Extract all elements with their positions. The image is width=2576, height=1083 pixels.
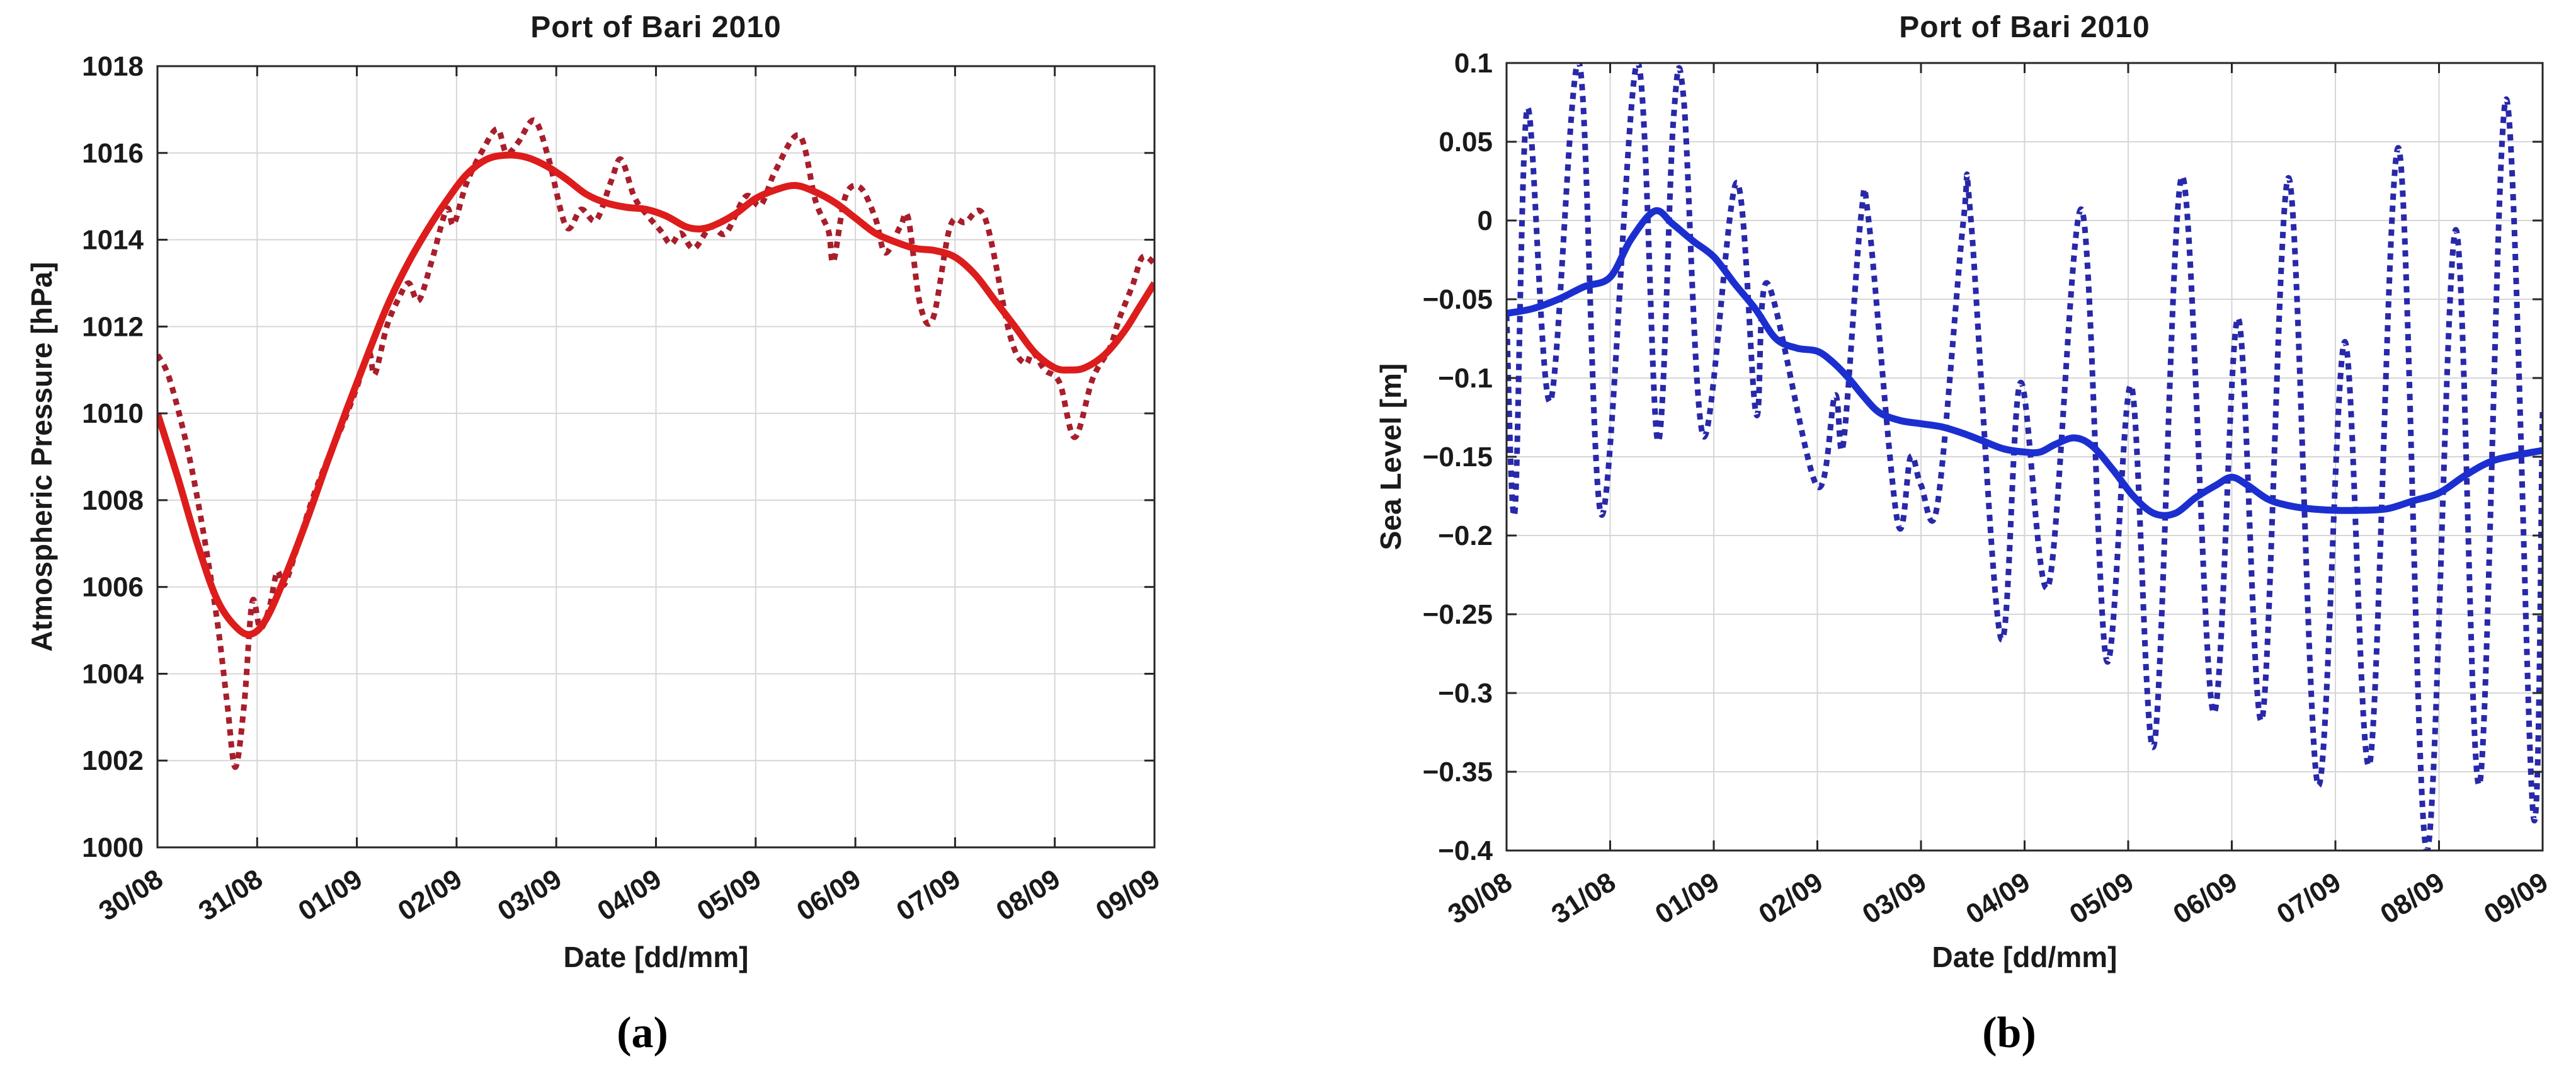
axis-frame bbox=[156, 65, 1156, 849]
series-group bbox=[1507, 63, 2543, 851]
y-tick-label: 1008 bbox=[82, 485, 144, 516]
y-tick-label: 0.05 bbox=[1439, 127, 1493, 158]
y-tick-label: −0.2 bbox=[1438, 520, 1493, 551]
x-tick-label: 31/08 bbox=[1546, 866, 1621, 930]
y-tick-label: −0.25 bbox=[1423, 599, 1493, 630]
sea-level-y-axis-label: Sea Level [m] bbox=[1374, 363, 1407, 551]
gridlines bbox=[1506, 62, 2543, 851]
y-tick-label: −0.4 bbox=[1438, 835, 1493, 866]
y-tick-label: −0.05 bbox=[1423, 284, 1493, 315]
y-tick-label: 1000 bbox=[82, 832, 144, 863]
tick-labels: 1000 1002 1004 1006 1008 1010 1012 1014 1016 1018… bbox=[82, 51, 1165, 927]
y-tick-label: 0 bbox=[1478, 205, 1493, 236]
solid-line-sea-level bbox=[1507, 207, 2543, 519]
x-tick-label: 02/09 bbox=[1753, 866, 1828, 930]
x-tick-label: 31/08 bbox=[193, 863, 268, 927]
x-tick-label: 08/09 bbox=[991, 863, 1066, 927]
series-group bbox=[157, 117, 1154, 771]
pressure-y-axis-label: Atmospheric Pressure [hPa] bbox=[25, 261, 58, 652]
x-tick-label: 03/09 bbox=[1857, 866, 1932, 930]
y-tick-label: 1010 bbox=[82, 398, 144, 429]
y-tick-label: −0.15 bbox=[1423, 442, 1493, 473]
y-tick-label: 1006 bbox=[82, 572, 144, 603]
y-tick-label: 1014 bbox=[82, 225, 144, 256]
solid-line-pressure bbox=[157, 151, 1154, 638]
sea-level-chart: −0.4 −0.35 −0.3 −0.25 −0.2 −0.15 −0.1 −0.05 0 0.0… bbox=[1423, 48, 2554, 930]
x-tick-label: 08/09 bbox=[2375, 866, 2450, 930]
x-tick-label: 09/09 bbox=[2478, 866, 2553, 930]
y-tick-label: 1004 bbox=[82, 658, 144, 689]
axis-frame bbox=[1505, 62, 2544, 852]
y-tick-label: −0.3 bbox=[1438, 678, 1493, 709]
x-tick-label: 03/09 bbox=[493, 863, 567, 927]
dotted-line-sea-level bbox=[1507, 63, 2543, 851]
x-tick-label: 30/08 bbox=[93, 863, 168, 927]
sea-level-x-axis-label: Date [dd/mm] bbox=[1932, 941, 2117, 973]
x-tick-label: 05/09 bbox=[2064, 866, 2139, 930]
pressure-x-axis-label: Date [dd/mm] bbox=[563, 941, 749, 973]
panel-a-caption: (a) bbox=[617, 1009, 668, 1057]
x-tick-label: 09/09 bbox=[1090, 863, 1165, 927]
x-tick-label: 06/09 bbox=[2168, 866, 2243, 930]
x-tick-label: 07/09 bbox=[2271, 866, 2346, 930]
gridlines bbox=[157, 66, 1155, 848]
panel-b-caption: (b) bbox=[1982, 1009, 2036, 1057]
x-tick-label: 07/09 bbox=[891, 863, 966, 927]
pressure-chart: 1000 1002 1004 1006 1008 1010 1012 1014 1016 1018… bbox=[82, 51, 1165, 927]
x-tick-label: 04/09 bbox=[1961, 866, 2036, 930]
y-tick-label: 0.1 bbox=[1454, 48, 1493, 79]
y-tick-label: 1018 bbox=[82, 51, 144, 82]
x-tick-label: 05/09 bbox=[692, 863, 767, 927]
y-tick-label: −0.1 bbox=[1438, 363, 1493, 394]
y-tick-label: 1012 bbox=[82, 311, 144, 342]
x-tick-label: 02/09 bbox=[392, 863, 467, 927]
x-tick-label: 01/09 bbox=[1650, 866, 1724, 930]
x-tick-label: 30/08 bbox=[1442, 866, 1517, 930]
sea-level-chart-title: Port of Bari 2010 bbox=[1899, 11, 2150, 44]
y-tick-label: 1016 bbox=[82, 138, 144, 169]
tick-labels: −0.4 −0.35 −0.3 −0.25 −0.2 −0.15 −0.1 −0.05 0 0.0… bbox=[1423, 48, 2554, 930]
y-tick-label: −0.35 bbox=[1423, 757, 1493, 788]
x-tick-label: 06/09 bbox=[792, 863, 867, 927]
x-tick-label: 04/09 bbox=[592, 863, 667, 927]
x-tick-label: 01/09 bbox=[293, 863, 368, 927]
pressure-chart-title: Port of Bari 2010 bbox=[530, 11, 782, 44]
y-tick-label: 1002 bbox=[82, 745, 144, 776]
